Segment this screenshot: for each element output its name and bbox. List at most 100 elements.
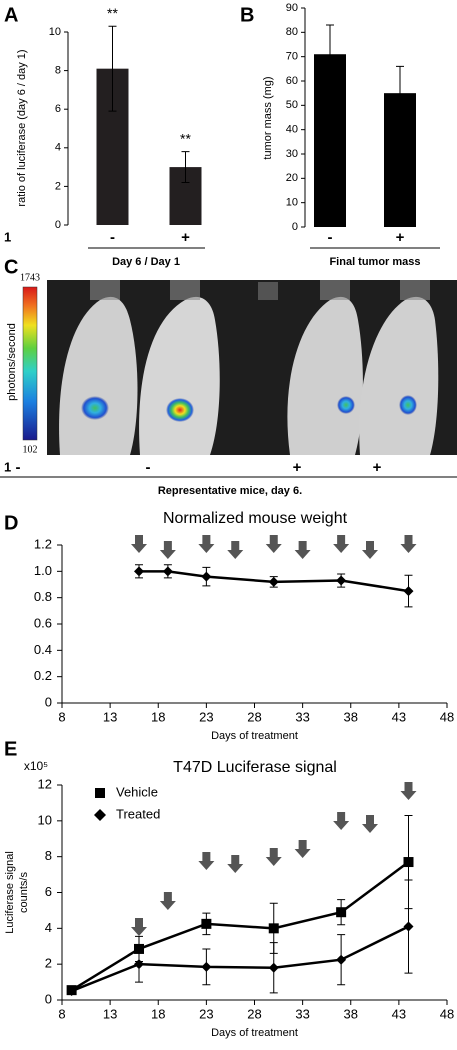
y-axis-label: ratio of luciferase (day 6 / day 1)	[16, 49, 28, 206]
marker	[336, 575, 347, 586]
x-tick-label: 43	[392, 1006, 406, 1021]
x-axis-label: Day 6 / Day 1	[112, 256, 180, 268]
group-label: -	[146, 459, 151, 476]
y-tick-label: 1.2	[34, 536, 52, 551]
x-tick-label: 13	[103, 709, 117, 724]
treatment-arrow	[294, 541, 311, 559]
y-tick-label: 0.4	[34, 642, 52, 657]
y-tick-label: 0	[55, 219, 61, 231]
row-label: 1	[4, 459, 11, 474]
marker	[268, 923, 279, 934]
x-tick-label: 33	[295, 1006, 309, 1021]
y-axis-label: tumor mass (mg)	[262, 76, 274, 159]
marker	[201, 961, 212, 972]
x-tick-label: 8	[58, 1006, 65, 1021]
series-line	[71, 925, 410, 993]
treatment-arrow	[227, 855, 244, 873]
y-tick-label: 10	[49, 26, 61, 38]
y-tick-label: 0	[45, 694, 52, 709]
legend-label: Treated	[116, 806, 160, 821]
y-axis-label-line: counts/s	[18, 872, 30, 913]
x-tick-label: 38	[344, 1006, 358, 1021]
y-tick-label: 50	[286, 99, 298, 111]
marker	[403, 857, 414, 868]
marker	[134, 959, 144, 970]
marker	[336, 907, 347, 918]
y-tick-label: 0.6	[34, 615, 52, 630]
y-tick-label: 4	[45, 920, 52, 935]
x-tick-label: 28	[247, 1006, 261, 1021]
panel-letter: A	[4, 4, 18, 26]
y-tick-label: 2	[55, 180, 61, 192]
x-tick-label: 28	[247, 709, 261, 724]
y-tick-label: 90	[286, 2, 298, 14]
colorbar-label: photons/second	[6, 323, 18, 401]
series-line	[70, 861, 410, 992]
x-tick-label: 38	[344, 709, 358, 724]
legend-label: Vehicle	[116, 784, 158, 799]
y-tick-label: 30	[286, 148, 298, 160]
legend-marker	[95, 788, 105, 798]
marker	[66, 986, 77, 997]
treatment-arrow	[400, 782, 417, 800]
x-tick-label: 13	[103, 1006, 117, 1021]
x-axis-label: Days of treatment	[211, 1027, 298, 1039]
treatment-arrow	[198, 535, 215, 553]
x-tick-label: 33	[295, 709, 309, 724]
chart-title: Normalized mouse weight	[163, 510, 348, 527]
treatment-arrow	[131, 918, 147, 936]
y-multiplier: x10⁵	[24, 759, 48, 773]
error-bar	[326, 24, 334, 84]
x-tick-label: 23	[199, 709, 213, 724]
colorbar-max: 1743	[20, 272, 40, 283]
x-tick-label: 48	[440, 709, 454, 724]
y-tick-label: 4	[55, 142, 61, 154]
error-bar	[396, 65, 404, 121]
error-bar	[108, 25, 117, 112]
y-axis-label-line: Luciferase signal	[4, 851, 16, 934]
y-axis-label: Luciferase signal counts/s	[4, 851, 30, 934]
panel-letter: E	[4, 738, 17, 760]
group-label: +	[293, 459, 302, 476]
error-bar	[181, 151, 190, 184]
y-tick-label: 8	[55, 65, 61, 77]
x-tick-label: 48	[440, 1006, 454, 1021]
y-tick-label: 0	[45, 991, 52, 1006]
significance: **	[180, 130, 191, 146]
x-tick-label: 23	[199, 1006, 213, 1021]
treatment-arrow	[294, 840, 311, 858]
panel-letter: C	[4, 256, 18, 278]
marker	[403, 921, 414, 932]
x-tick-label: 18	[151, 1006, 165, 1021]
y-tick-label: 8	[45, 848, 52, 863]
chart-title: T47D Luciferase signal	[173, 759, 337, 776]
y-tick-label: 80	[286, 26, 298, 38]
y-tick-label: 40	[286, 124, 298, 136]
y-tick-label: 1.0	[34, 563, 52, 578]
y-tick-label: 10	[38, 812, 52, 827]
marker	[268, 576, 279, 587]
treatment-arrow	[400, 535, 417, 553]
x-tick-label: -	[110, 229, 115, 246]
x-tick-label: 8	[58, 709, 65, 724]
y-tick-label: 10	[286, 197, 298, 209]
treatment-arrow	[159, 541, 176, 559]
x-axis-label: Days of treatment	[211, 730, 298, 742]
x-tick-label: 43	[392, 709, 406, 724]
y-tick-label: 6	[55, 103, 61, 115]
panel-letter: B	[240, 4, 254, 26]
treatment-arrow	[198, 852, 215, 870]
y-tick-label: 70	[286, 51, 298, 63]
treatment-arrow	[362, 815, 378, 833]
treatment-arrow	[159, 892, 176, 910]
panel-letter: D	[4, 512, 18, 534]
marker	[201, 571, 212, 582]
marker	[162, 566, 173, 577]
y-tick-label: 0	[292, 221, 298, 233]
row-label: 1	[4, 229, 11, 244]
marker	[134, 566, 144, 577]
treatment-arrow	[227, 541, 244, 559]
y-tick-label: 12	[38, 776, 52, 791]
treatment-arrow	[265, 535, 282, 553]
treatment-arrow	[362, 541, 378, 559]
